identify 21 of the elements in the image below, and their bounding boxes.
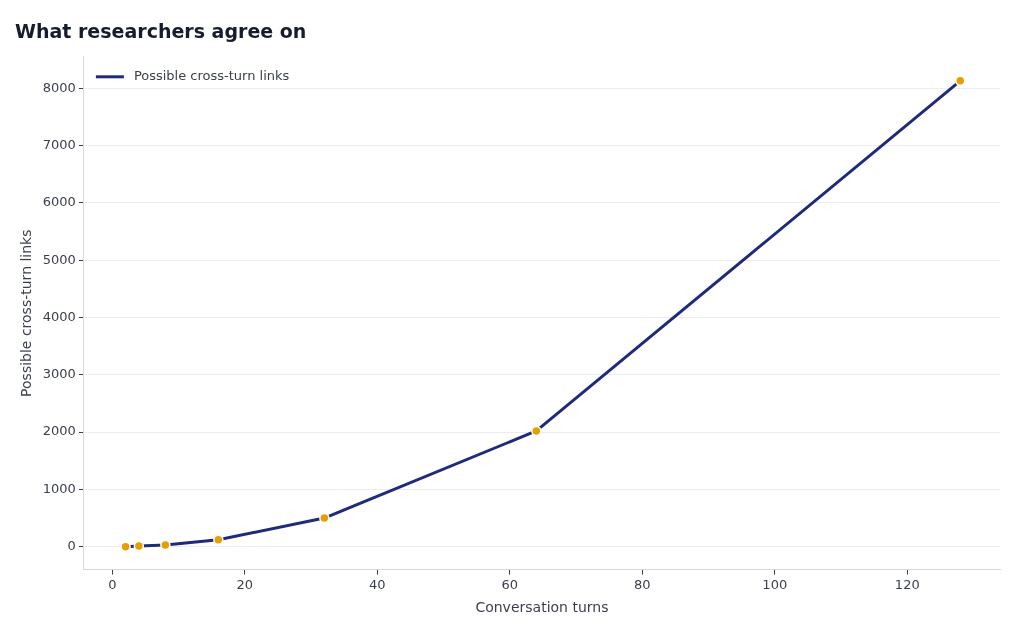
- x-tick-label: 120: [894, 576, 920, 592]
- x-tick-label: 20: [236, 576, 254, 592]
- y-tick-label: 7000: [42, 136, 76, 152]
- y-tick-label: 4000: [42, 308, 76, 324]
- x-tick-label: 80: [634, 576, 651, 592]
- legend-label: Possible cross-turn links: [133, 68, 290, 84]
- x-tick-label: 100: [762, 576, 788, 592]
- point: [120, 541, 131, 552]
- y-tick-label: 5000: [42, 251, 76, 267]
- y-tick-label: 3000: [42, 366, 76, 382]
- x-axis-title: Conversation turns: [475, 599, 609, 616]
- x-tick-label: 0: [108, 576, 117, 592]
- y-tick-label: 1000: [42, 480, 76, 496]
- y-tick-label: 6000: [42, 194, 76, 210]
- y-tick-label: 2000: [42, 423, 76, 439]
- y-tick-label: 8000: [42, 79, 76, 95]
- y-axis-title: Possible cross-turn links: [18, 229, 35, 397]
- x-tick-label: 40: [369, 576, 386, 592]
- chart-title: What researchers agree on: [15, 20, 307, 43]
- x-tick-label: 60: [501, 576, 519, 592]
- y-tick-label: 0: [67, 538, 76, 554]
